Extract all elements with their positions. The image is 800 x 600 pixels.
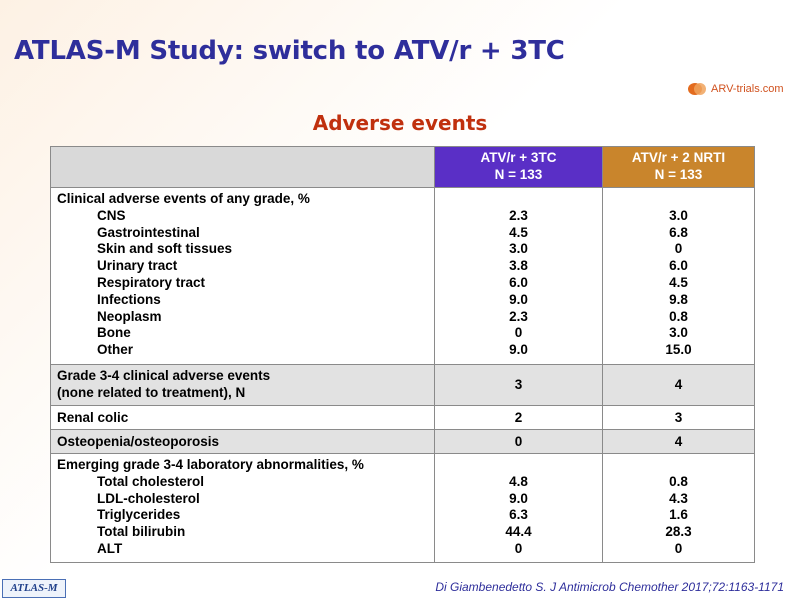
- table-heading: Adverse events: [312, 111, 488, 135]
- value-cell: 2: [434, 404, 603, 430]
- value-cell: 4.8 9.0 6.3 44.4 0: [434, 452, 603, 563]
- list-item: CNS: [97, 207, 126, 223]
- arv-logo-icon: [688, 82, 708, 96]
- table-row: Renal colic 2 3: [50, 404, 755, 430]
- value-cell: 3: [434, 363, 603, 406]
- list-item: Other: [97, 342, 134, 358]
- row-label-cell: Emerging grade 3-4 laboratory abnormalit…: [50, 452, 435, 563]
- table-row: Grade 3-4 clinical adverse events (none …: [50, 363, 755, 406]
- list-item: Bone: [97, 325, 131, 341]
- list-item: Skin and soft tissues: [97, 241, 233, 257]
- row-label-cell: Osteopenia/osteoporosis: [50, 428, 435, 454]
- row-label-cell: Clinical adverse events of any grade, % …: [50, 187, 435, 365]
- citation: Di Giambenedetto S. J Antimicrob Chemoth…: [435, 580, 784, 594]
- header-atv-2nrti: ATV/r + 2 NRTI N = 133: [602, 146, 755, 188]
- table-row: Emerging grade 3-4 laboratory abnormalit…: [50, 452, 755, 563]
- value-cell: 0.8 4.3 1.6 28.3 0: [602, 452, 755, 563]
- value-cell: 3.0 6.8 0 6.0 4.5 9.8 0.8 3.0 15.0: [602, 187, 755, 365]
- logo-text: ARV-trials.com: [711, 83, 784, 95]
- list-item: Neoplasm: [97, 308, 162, 324]
- adverse-events-table: ATV/r + 3TC N = 133 ATV/r + 2 NRTI N = 1…: [50, 146, 755, 563]
- table-row: Osteopenia/osteoporosis 0 4: [50, 428, 755, 454]
- list-item: Infections: [97, 291, 161, 307]
- row-label-cell: Grade 3-4 clinical adverse events (none …: [50, 363, 435, 406]
- table-row: Clinical adverse events of any grade, % …: [50, 187, 755, 365]
- header-blank-cell: [50, 146, 435, 188]
- arv-trials-logo: ARV-trials.com: [688, 80, 784, 98]
- list-item: ALT: [97, 540, 123, 556]
- list-item: LDL-cholesterol: [97, 490, 200, 506]
- section-label: Clinical adverse events of any grade, %: [57, 191, 310, 206]
- value-cell: 2.3 4.5 3.0 3.8 6.0 9.0 2.3 0 9.0: [434, 187, 603, 365]
- value-cell: 0: [434, 428, 603, 454]
- value-cell: 4: [602, 428, 755, 454]
- header-atv-3tc: ATV/r + 3TC N = 133: [434, 146, 603, 188]
- list-item: Triglycerides: [97, 507, 181, 523]
- row-label-cell: Renal colic: [50, 404, 435, 430]
- list-item: Gastrointestinal: [97, 224, 200, 240]
- list-item: Total cholesterol: [97, 473, 205, 489]
- slide-title: ATLAS-M Study: switch to ATV/r + 3TC: [14, 36, 565, 66]
- section-label: Emerging grade 3-4 laboratory abnormalit…: [57, 456, 364, 472]
- list-item: Respiratory tract: [97, 274, 206, 290]
- list-item: Total bilirubin: [97, 524, 186, 540]
- value-cell: 4: [602, 363, 755, 406]
- value-cell: 3: [602, 404, 755, 430]
- list-item: Urinary tract: [97, 258, 178, 274]
- study-badge: ATLAS-M: [2, 579, 66, 598]
